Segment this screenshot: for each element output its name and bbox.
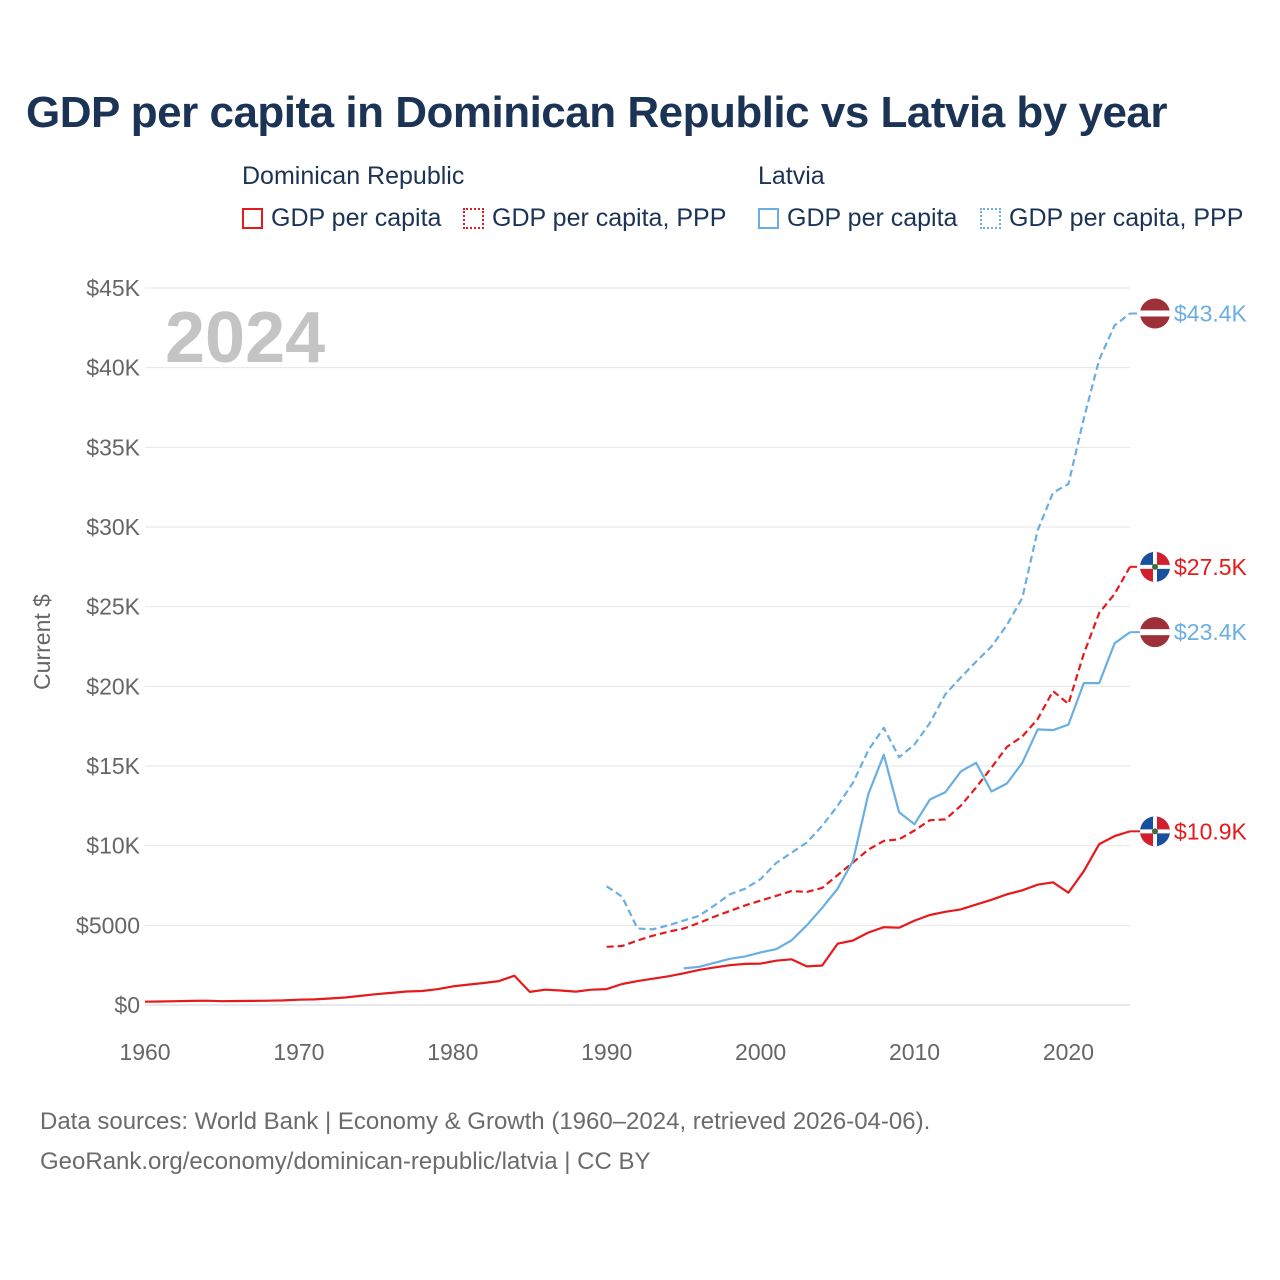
- chart-title: GDP per capita in Dominican Republic vs …: [26, 88, 1168, 137]
- legend-swatch-lv-dashed: [980, 208, 1001, 229]
- footer-attribution: GeoRank.org/economy/dominican-republic/l…: [40, 1148, 651, 1175]
- x-tick-label: 1960: [119, 1039, 170, 1065]
- legend-group-dominican-republic: Dominican Republic: [242, 162, 465, 190]
- y-tick-label: $10K: [86, 833, 140, 859]
- x-tick-label: 1990: [581, 1039, 632, 1065]
- y-tick-label: $15K: [86, 753, 140, 779]
- year-watermark: 2024: [165, 298, 325, 378]
- legend-label: GDP per capita: [787, 204, 958, 232]
- y-axis-label: Current $: [29, 594, 55, 690]
- dr-flag-q1: [1140, 551, 1155, 567]
- series-end-label: $10.9K: [1174, 818, 1248, 844]
- legend-label: GDP per capita, PPP: [1009, 204, 1244, 232]
- x-tick-label: 2000: [735, 1039, 786, 1065]
- y-tick-label: $5000: [76, 912, 140, 938]
- y-tick-label: $40K: [86, 355, 140, 381]
- x-tick-label: 2020: [1043, 1039, 1094, 1065]
- series-end-label: $23.4K: [1174, 619, 1248, 645]
- dr-flag-q4: [1155, 566, 1171, 582]
- footer-sources: Data sources: World Bank | Economy & Gro…: [40, 1108, 931, 1135]
- x-tick-label: 1970: [273, 1039, 324, 1065]
- series-line-dominican-republic-dashed: [606, 566, 1131, 948]
- y-tick-label: $25K: [86, 594, 140, 620]
- series-end-label: $43.4K: [1174, 300, 1248, 326]
- series-line-latvia-solid: [683, 631, 1131, 970]
- legend-item-lv-gdp-ppp[interactable]: GDP per capita, PPP: [980, 204, 1243, 233]
- legend-label: GDP per capita, PPP: [492, 204, 727, 232]
- legend-swatch-dr-solid: [242, 208, 263, 229]
- legend-item-lv-gdp[interactable]: GDP per capita: [758, 204, 957, 233]
- y-tick-label: $20K: [86, 673, 140, 699]
- dr-flag-q2: [1155, 816, 1170, 832]
- series-end-label: $27.5K: [1174, 554, 1248, 580]
- y-tick-label: $0: [114, 992, 140, 1018]
- x-tick-label: 1980: [427, 1039, 478, 1065]
- latvia-flag-stripe: [1140, 629, 1170, 636]
- x-tick-label: 2010: [889, 1039, 940, 1065]
- series-line-latvia-dashed: [606, 312, 1131, 931]
- y-tick-label: $35K: [86, 434, 140, 460]
- series-line-dominican-republic-solid: [144, 830, 1131, 1003]
- dr-flag-q1: [1140, 816, 1155, 832]
- legend-item-dr-gdp[interactable]: GDP per capita: [242, 204, 441, 233]
- legend-item-dr-gdp-ppp[interactable]: GDP per capita, PPP: [463, 204, 726, 233]
- y-tick-label: $30K: [86, 514, 140, 540]
- dr-flag-q3: [1140, 566, 1155, 582]
- dr-flag-q3: [1140, 831, 1155, 847]
- legend-swatch-dr-dashed: [463, 208, 484, 229]
- latvia-flag-stripe: [1140, 310, 1170, 317]
- dr-flag-q2: [1155, 551, 1170, 567]
- line-chart: 2024 $0 $5000 $10K $15K $20K $25K $30K $35K $40K $…: [29, 275, 1248, 1065]
- dr-flag-seal: [1152, 563, 1158, 570]
- y-tick-label: $45K: [86, 275, 140, 301]
- dr-flag-q4: [1155, 831, 1171, 847]
- dr-flag-seal: [1152, 828, 1158, 835]
- legend-group-latvia: Latvia: [758, 162, 825, 190]
- legend-label: GDP per capita: [271, 204, 442, 232]
- legend-swatch-lv-solid: [758, 208, 779, 229]
